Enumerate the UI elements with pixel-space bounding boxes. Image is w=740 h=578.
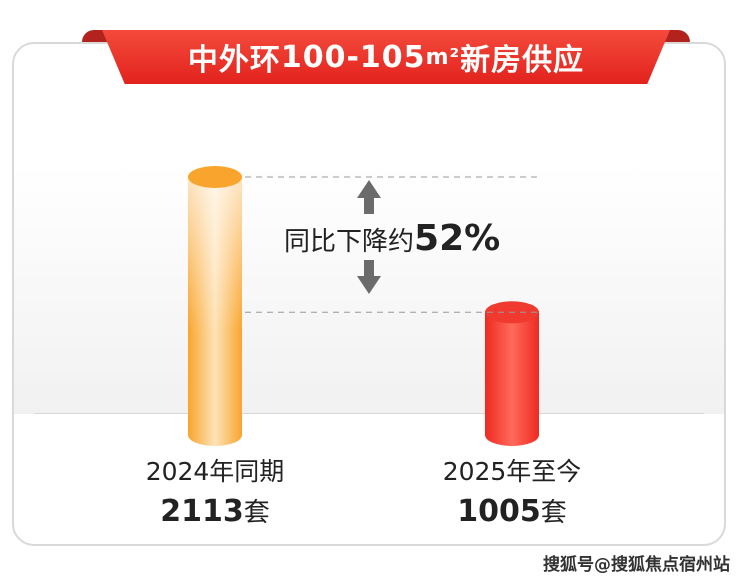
value-unit-1: 套	[540, 498, 567, 528]
title-suffix: 新房供应	[460, 43, 585, 78]
category-label-1: 2025年至今	[442, 457, 582, 486]
chart-card	[12, 42, 726, 546]
arrow-up-icon	[357, 180, 381, 214]
annotation-text: 同比下降约	[284, 227, 415, 257]
value-unit-0: 套	[243, 498, 270, 528]
down-arrow-annotation	[357, 180, 381, 294]
title-unit: m²	[425, 44, 461, 70]
bar-1	[485, 312, 539, 446]
category-label-0: 2024年同期	[145, 457, 285, 486]
floor-line	[34, 413, 704, 414]
value-label-0: 2113套	[105, 492, 325, 529]
title-number: 100-105	[280, 39, 426, 75]
annotation-value: 52%	[414, 218, 501, 259]
bar-highlight-0	[188, 177, 242, 435]
arrow-down-icon	[357, 260, 381, 294]
value-label-1: 1005套	[402, 492, 622, 529]
title-prefix: 中外环	[187, 43, 281, 78]
title-banner: 中外环 100-105 m² 新房供应	[102, 30, 670, 84]
value-number-1: 1005	[457, 494, 541, 529]
value-number-0: 2113	[160, 494, 244, 529]
bar-top-0	[188, 166, 242, 188]
watermark: 搜狐号@搜狐焦点宿州站	[543, 555, 730, 575]
change-annotation: 同比下降约52%	[284, 218, 500, 259]
